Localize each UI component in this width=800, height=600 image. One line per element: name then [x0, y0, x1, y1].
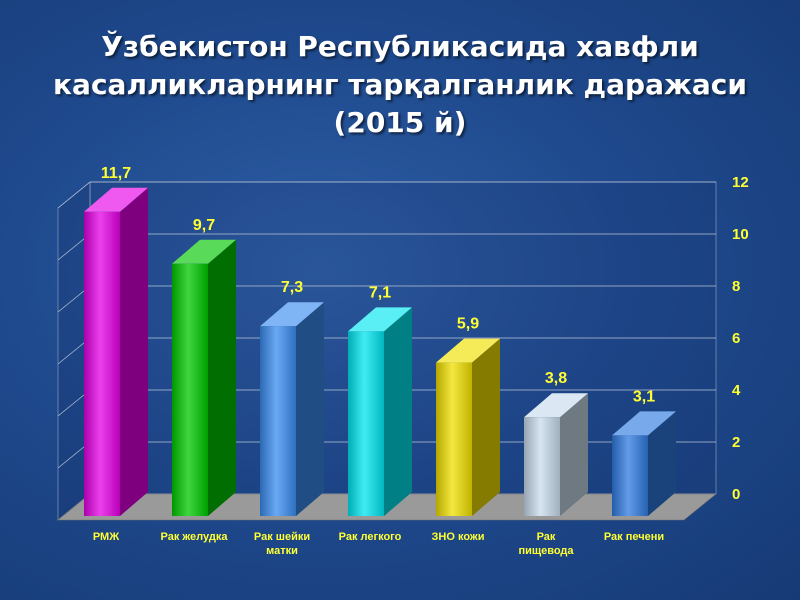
category-label: Рак печени [604, 531, 664, 543]
category-label: Рак [537, 531, 556, 543]
value-label: 3,8 [545, 370, 567, 387]
category-label: Рак легкого [339, 531, 402, 543]
y-tick-label: 12 [732, 174, 749, 191]
y-tick-label: 8 [732, 278, 740, 295]
category-labels: РМЖ Рак желудка Рак шейки матки Рак легкого З… [93, 531, 664, 557]
bar-top [84, 187, 148, 212]
bar-top [260, 302, 324, 327]
y-tick-label: 0 [732, 486, 740, 503]
value-label: 5,9 [457, 316, 479, 333]
title-line-2: касалликларнинг тарқалганлик даражаси [53, 68, 747, 101]
bar-top [172, 239, 236, 264]
grid-line-side [57, 181, 91, 209]
title-line-3: (2015 й) [333, 106, 467, 139]
value-label: 7,3 [281, 279, 303, 296]
bar-side [384, 307, 412, 516]
bar [436, 362, 472, 516]
bar-side [472, 338, 500, 516]
category-label: Рак желудка [161, 531, 229, 543]
category-label: Рак шейки [254, 531, 310, 543]
value-label: 9,7 [193, 217, 215, 234]
bar-side [208, 239, 236, 517]
bar-top [436, 338, 500, 363]
category-label: матки [266, 545, 298, 557]
bar-side [296, 302, 324, 516]
bar-top [348, 307, 412, 332]
value-labels: 11,7 9,7 7,3 7,1 5,9 3,8 3,1 [101, 165, 655, 406]
bar-side [560, 393, 588, 516]
bar-side [120, 187, 148, 517]
bar [348, 331, 384, 516]
bar-top [524, 393, 588, 418]
chart-title: Ўзбекистон Республикасида хавфли касалли… [20, 28, 780, 142]
category-label: пищевода [518, 545, 574, 557]
bar [612, 435, 648, 516]
y-tick-label: 4 [732, 382, 741, 399]
bar [172, 263, 208, 516]
value-label: 11,7 [101, 165, 131, 182]
value-label: 7,1 [369, 284, 391, 301]
bar-top [612, 411, 676, 436]
category-label: РМЖ [93, 531, 119, 543]
y-tick-label: 6 [732, 330, 740, 347]
category-label: ЗНО кожи [432, 531, 485, 543]
value-label: 3,1 [633, 388, 655, 405]
bar [84, 211, 120, 517]
title-line-1: Ўзбекистон Республикасида хавфли [101, 30, 699, 63]
y-axis-ticks: 0 2 4 6 8 10 12 [732, 174, 749, 503]
bar [260, 326, 296, 516]
y-tick-label: 10 [732, 226, 749, 243]
y-tick-label: 2 [732, 434, 740, 451]
bar-side [648, 411, 676, 516]
bars [84, 187, 676, 517]
bar [524, 417, 560, 516]
